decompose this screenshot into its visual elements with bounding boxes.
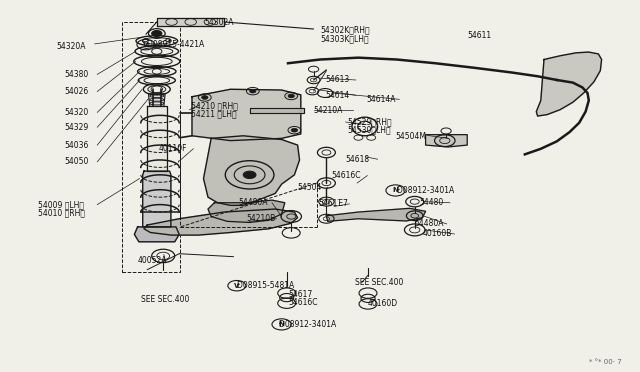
Text: 40160B: 40160B [422,230,452,238]
Text: 54504M: 54504M [396,132,426,141]
Circle shape [152,31,162,36]
Text: 54303K〈LH〉: 54303K〈LH〉 [320,35,369,44]
Polygon shape [204,136,300,205]
Text: 54050: 54050 [64,157,88,166]
Circle shape [243,171,256,179]
Text: 5461Έ7: 5461Έ7 [318,199,348,208]
Text: Ð08915-4421A: Ð08915-4421A [147,40,204,49]
Text: 54320A: 54320A [56,42,86,51]
Text: 54210B: 54210B [246,214,276,223]
Text: 40110F: 40110F [159,144,188,153]
Text: 54504: 54504 [297,183,321,192]
Text: * °* 00· 7: * °* 00· 7 [589,359,621,365]
Polygon shape [208,200,285,222]
Polygon shape [148,94,165,106]
Text: 54210 〈RH〉: 54210 〈RH〉 [191,102,237,110]
Polygon shape [536,52,602,116]
Text: Ð08915-5481A: Ð08915-5481A [237,281,294,290]
Text: 54617: 54617 [288,290,312,299]
Text: 54211 〈LH〉: 54211 〈LH〉 [191,109,236,118]
Polygon shape [157,18,224,26]
Text: 54613: 54613 [325,76,349,84]
Text: 54618: 54618 [346,155,370,164]
Text: 54529〈RH〉: 54529〈RH〉 [347,118,392,126]
Text: V: V [143,42,148,48]
Text: 54026: 54026 [64,87,88,96]
Bar [122,22,180,272]
Polygon shape [144,209,298,235]
Text: 54329: 54329 [64,123,88,132]
Text: 54611: 54611 [467,31,492,40]
Text: 54380: 54380 [64,70,88,79]
Circle shape [288,94,294,98]
Text: V: V [234,283,239,289]
Circle shape [202,96,208,99]
Text: N: N [392,187,399,193]
Text: N: N [278,321,285,327]
Text: 54210A: 54210A [314,106,343,115]
Circle shape [250,89,256,93]
Text: 54036: 54036 [64,141,88,150]
Circle shape [291,128,298,132]
Text: 54616C: 54616C [332,171,361,180]
Text: 54009 〈LH〉: 54009 〈LH〉 [38,200,84,209]
Polygon shape [143,171,171,227]
Polygon shape [426,135,467,147]
Text: 54480A: 54480A [238,198,268,207]
Text: 54302K〈RH〉: 54302K〈RH〉 [320,25,370,34]
Text: 54302A: 54302A [205,18,234,27]
Text: Ð08912-3401A: Ð08912-3401A [397,186,454,195]
Text: 40160D: 40160D [368,299,398,308]
Text: SEE SEC.400: SEE SEC.400 [141,295,189,304]
Text: 54320: 54320 [64,108,88,117]
Text: Ð08912-3401A: Ð08912-3401A [279,320,336,329]
Text: 54480A: 54480A [415,219,444,228]
Polygon shape [192,89,301,141]
Text: 54010 〈RH〉: 54010 〈RH〉 [38,209,85,218]
Text: 54614A: 54614A [366,95,396,104]
Polygon shape [250,108,304,113]
Text: 54614: 54614 [325,91,349,100]
Text: 54616C: 54616C [288,298,317,307]
Text: SEE SEC.400: SEE SEC.400 [355,278,404,287]
Text: 40052A: 40052A [138,256,167,265]
Text: 54530〈LH〉: 54530〈LH〉 [347,125,390,134]
Polygon shape [326,208,426,221]
Polygon shape [134,227,179,242]
Polygon shape [147,106,167,171]
Text: 54480: 54480 [420,198,444,207]
